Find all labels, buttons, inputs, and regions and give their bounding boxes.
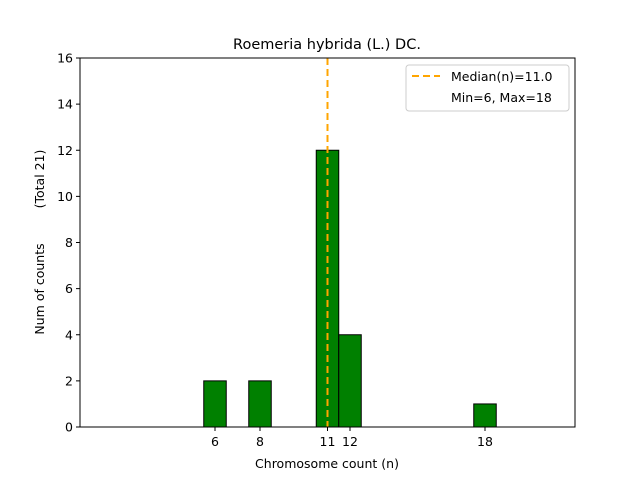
x-tick-label: 6 xyxy=(211,434,219,449)
y-axis-total-label: (Total 21) xyxy=(32,150,47,209)
x-tick-label: 18 xyxy=(477,434,493,449)
y-tick-label: 14 xyxy=(57,97,73,112)
y-tick-label: 10 xyxy=(57,189,73,204)
y-tick-label: 6 xyxy=(65,281,73,296)
y-tick-label: 0 xyxy=(65,420,73,435)
legend-box xyxy=(405,64,570,112)
bar-18 xyxy=(473,403,497,428)
x-axis-label: Chromosome count (n) xyxy=(255,456,399,471)
y-tick-label: 4 xyxy=(65,327,73,342)
chart-title: Roemeria hybrida (L.) DC. xyxy=(233,37,421,53)
bar-12 xyxy=(338,334,362,428)
x-tick-label: 12 xyxy=(342,434,358,449)
x-tick-label: 11 xyxy=(320,434,336,449)
legend: Median(n)=11.0 Min=6, Max=18 xyxy=(405,64,570,112)
x-tick-label: 8 xyxy=(256,434,264,449)
bar-6 xyxy=(203,380,227,428)
bar-8 xyxy=(248,380,272,428)
y-axis-label: Num of counts xyxy=(32,243,47,334)
legend-entry-range: Min=6, Max=18 xyxy=(451,90,552,105)
y-tick-label: 2 xyxy=(65,373,73,388)
y-tick-label: 16 xyxy=(57,51,73,66)
legend-entry-median: Median(n)=11.0 xyxy=(451,69,552,84)
y-tick-label: 12 xyxy=(57,143,73,158)
y-tick-label: 8 xyxy=(65,235,73,250)
